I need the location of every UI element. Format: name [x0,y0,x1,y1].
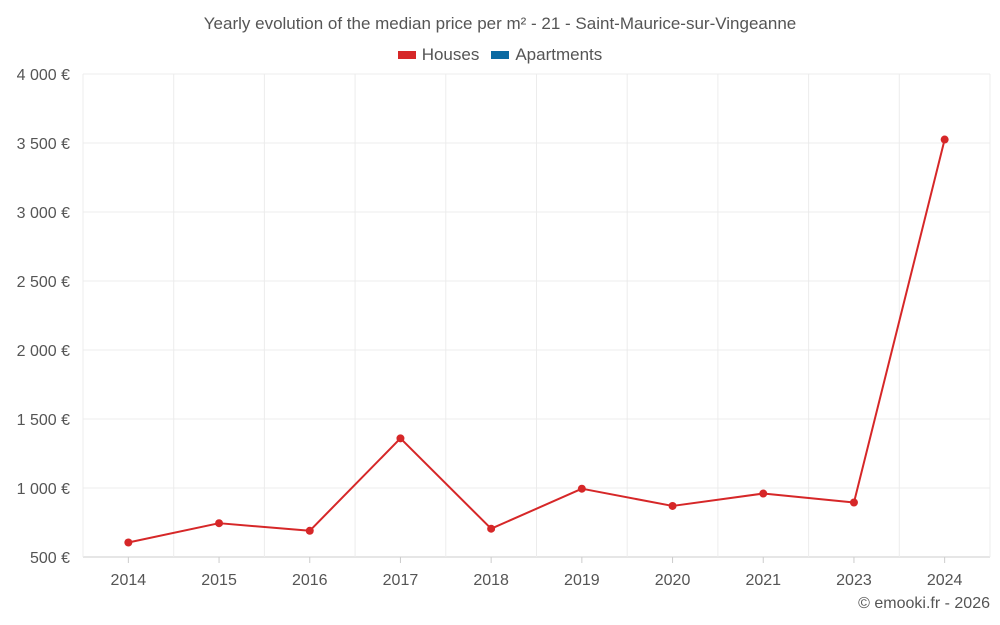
x-tick-label: 2019 [564,572,600,589]
data-point-houses [396,434,405,443]
data-point-houses [668,501,677,510]
data-point-houses [487,524,496,533]
legend-item-apartments[interactable]: Apartments [491,45,602,65]
legend-label-houses: Houses [421,45,480,64]
y-tick-label: 3 500 € [17,136,70,153]
grid-lines [82,73,991,558]
x-tick-label: 2021 [745,572,781,589]
x-tick-label: 2016 [292,572,328,589]
data-point-houses [577,484,586,493]
data-point-houses [215,519,224,528]
x-tick-label: 2024 [927,572,963,589]
x-tick-label: 2014 [111,572,147,589]
y-tick-label: 1 000 € [17,481,70,498]
x-tick-label: 2017 [383,572,419,589]
data-point-houses [305,526,314,535]
data-point-houses [940,135,949,144]
legend-swatch-apartments [491,51,510,59]
x-axis: 2014 2015 2016 2017 2018 2019 2020 2021 2023 2024 [111,557,963,589]
y-tick-label: 1 500 € [17,412,70,429]
data-point-houses [759,489,768,498]
x-tick-label: 2023 [836,572,872,589]
y-tick-label: 4 000 € [17,67,70,84]
chart-legend: Houses Apartments [0,45,1000,65]
legend-item-houses[interactable]: Houses [397,45,480,65]
y-tick-label: 500 € [30,550,70,567]
legend-label-apartments: Apartments [515,45,603,64]
series-layer [124,135,949,547]
y-tick-label: 2 000 € [17,343,70,360]
legend-swatch-houses [397,51,416,59]
y-axis: 500 € 1 000 € 1 500 € 2 000 € 2 500 € 3 000 €… [17,67,70,567]
data-point-houses [124,538,133,547]
y-tick-label: 3 000 € [17,205,70,222]
x-tick-label: 2020 [655,572,691,589]
data-point-houses [849,498,858,507]
x-tick-label: 2018 [473,572,509,589]
y-tick-label: 2 500 € [17,274,70,291]
series-line-houses [128,139,946,544]
chart-title: Yearly evolution of the median price per… [203,14,797,33]
credit-text: © emooki.fr - 2026 [858,595,990,612]
x-tick-label: 2015 [201,572,237,589]
